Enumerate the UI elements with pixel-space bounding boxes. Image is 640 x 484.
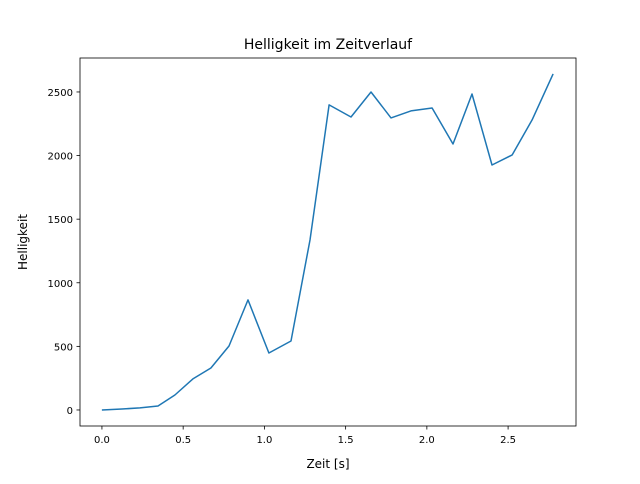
y-tick-label: 2000 [48,152,73,163]
y-tick-label: 0 [67,406,73,417]
y-tick-label: 1500 [48,215,73,226]
y-tick-label: 2500 [48,88,73,99]
plot-area [102,74,553,410]
x-tick-label: 0.5 [175,435,191,446]
y-axis-label: Helligkeit [16,214,30,270]
x-tick-label: 2.0 [419,435,435,446]
y-axis: 0 500 1000 1500 2000 2500 [48,88,80,417]
x-tick-label: 1.5 [338,435,354,446]
y-tick-label: 500 [54,342,73,353]
series-line-helligkeit [102,74,553,410]
x-tick-label: 0.0 [94,435,110,446]
x-tick-label: 1.0 [256,435,272,446]
x-axis-label: Zeit [s] [306,457,349,471]
y-tick-label: 1000 [48,279,73,290]
x-tick-label: 2.5 [500,435,516,446]
chart-title: Helligkeit im Zeitverlauf [244,37,413,53]
x-axis: 0.0 0.5 1.0 1.5 2.0 2.5 [94,426,516,446]
